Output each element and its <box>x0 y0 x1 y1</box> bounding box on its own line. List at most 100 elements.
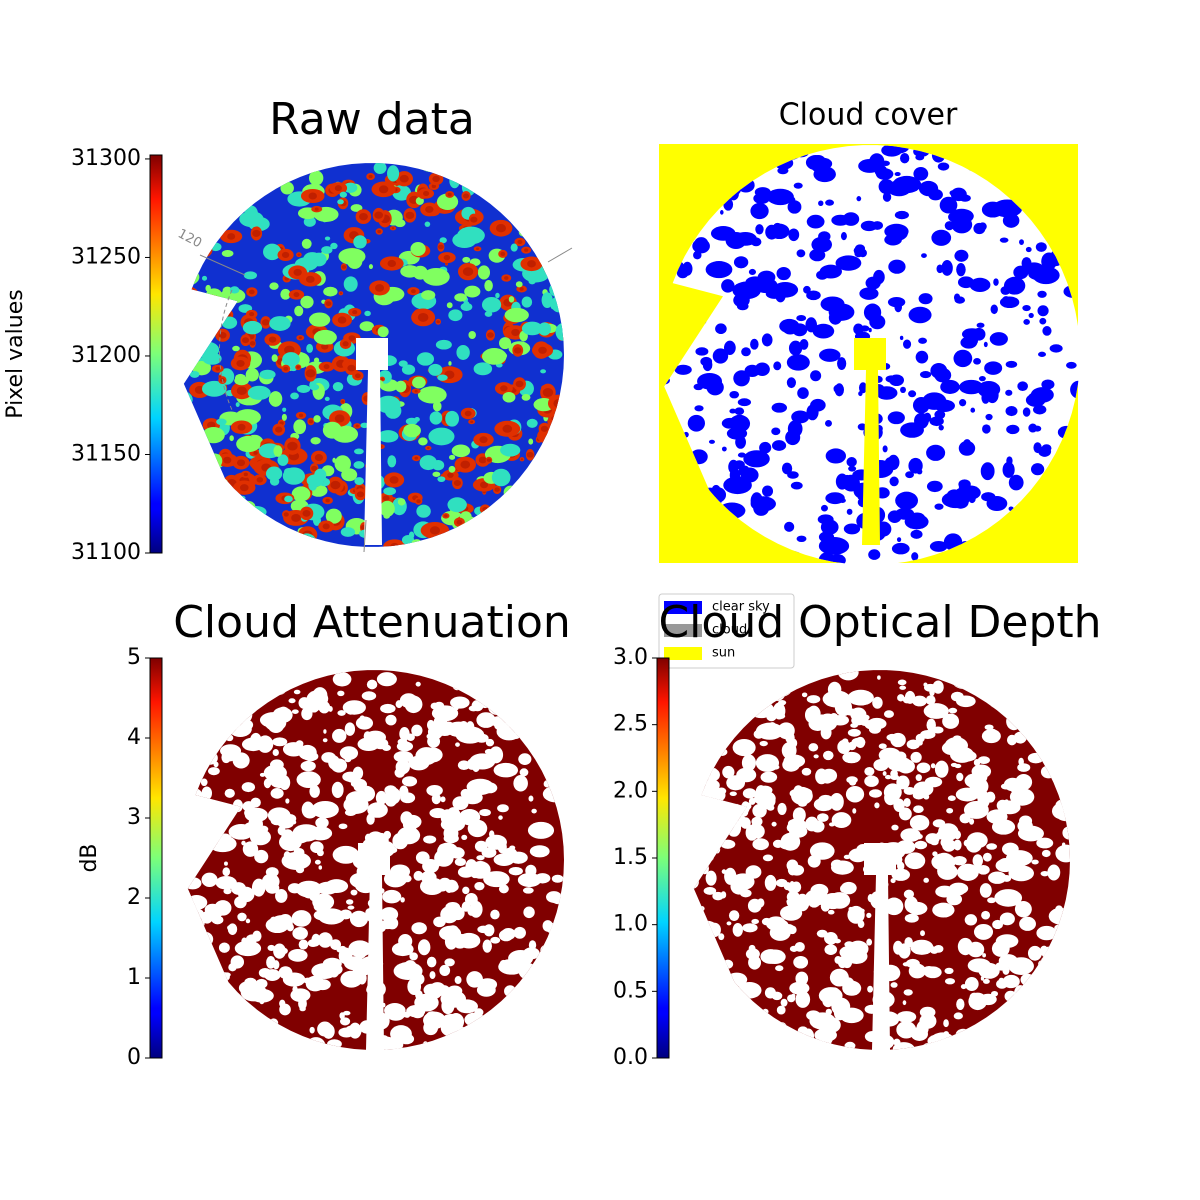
image-pixels <box>535 713 543 724</box>
image-pixels <box>1002 874 1012 882</box>
image-pixels <box>843 523 861 535</box>
image-pixels <box>840 231 847 241</box>
image-pixels <box>776 1005 786 1015</box>
image-pixels <box>921 1043 936 1050</box>
image-pixels <box>710 670 715 674</box>
image-pixels <box>551 693 561 703</box>
image-pixels <box>302 509 311 517</box>
image-pixels <box>387 455 397 468</box>
image-pixels <box>229 286 240 294</box>
image-pixels <box>539 250 546 256</box>
image-pixels <box>183 402 187 416</box>
image-pixels <box>504 985 517 997</box>
image-pixels <box>902 696 912 704</box>
image-pixels <box>824 944 838 955</box>
image-pixels <box>460 788 471 799</box>
image-pixels <box>261 873 280 890</box>
image-pixels <box>277 826 286 836</box>
image-pixels <box>755 785 767 799</box>
image-pixels <box>236 386 247 395</box>
image-pixels <box>193 460 202 467</box>
image-pixels <box>932 680 944 694</box>
image-pixels <box>183 539 186 543</box>
image-pixels <box>506 1011 521 1026</box>
image-pixels <box>338 1027 355 1038</box>
image-pixels <box>693 920 719 937</box>
image-pixels <box>476 983 496 997</box>
image-pixels <box>904 913 919 923</box>
image-pixels <box>531 808 537 814</box>
image-pixels <box>462 886 470 895</box>
image-pixels <box>1017 1017 1023 1022</box>
image-pixels <box>521 213 539 227</box>
image-pixels <box>242 841 259 857</box>
image-pixels <box>206 166 228 182</box>
image-pixels <box>185 461 190 466</box>
image-pixels <box>204 979 215 990</box>
image-pixels <box>942 839 956 852</box>
colorbar-tick-label: 0.0 <box>613 1045 648 1070</box>
image-pixels <box>884 897 904 916</box>
image-pixels <box>699 723 719 738</box>
image-pixels <box>217 511 222 515</box>
image-pixels <box>797 1026 809 1035</box>
image-pixels <box>910 751 922 763</box>
image-pixels <box>1006 424 1020 435</box>
image-pixels <box>944 967 954 975</box>
image-pixels <box>847 728 861 737</box>
image-pixels <box>297 533 317 547</box>
image-pixels <box>432 471 441 477</box>
image-pixels <box>234 1041 251 1050</box>
image-pixels <box>397 498 406 506</box>
image-pixels <box>196 686 205 697</box>
image-pixels <box>706 997 714 1009</box>
image-pixels <box>863 303 882 322</box>
image-pixels <box>919 371 932 379</box>
image-pixels <box>715 323 727 335</box>
image-pixels <box>930 763 936 769</box>
image-pixels <box>523 906 535 919</box>
image-pixels <box>786 1040 792 1045</box>
image-pixels <box>1023 318 1030 325</box>
image-pixels <box>795 971 809 986</box>
image-pixels <box>931 1032 954 1047</box>
image-pixels <box>352 778 367 791</box>
image-pixels <box>889 374 905 387</box>
image-pixels <box>1028 312 1034 319</box>
image-pixels <box>498 1014 504 1020</box>
image-pixels <box>455 802 462 810</box>
image-pixels <box>693 996 701 1014</box>
image-pixels <box>391 227 395 230</box>
image-pixels <box>959 399 967 407</box>
image-pixels <box>347 364 356 372</box>
image-pixels <box>493 853 515 866</box>
image-pixels <box>230 955 245 969</box>
image-pixels <box>202 352 222 365</box>
image-pixels <box>206 748 216 756</box>
image-pixels <box>798 1034 803 1040</box>
image-pixels <box>279 999 286 1008</box>
image-pixels <box>218 690 233 700</box>
image-pixels <box>309 383 320 391</box>
image-pixels <box>467 819 488 838</box>
image-pixels <box>549 186 564 197</box>
image-pixels <box>847 689 874 706</box>
image-pixels <box>998 800 1021 815</box>
image-pixels <box>985 791 996 803</box>
image-pixels <box>466 971 483 988</box>
image-pixels <box>504 514 511 519</box>
image-pixels <box>310 437 321 445</box>
image-pixels <box>343 182 358 193</box>
image-pixels <box>282 352 300 367</box>
image-pixels <box>848 465 857 472</box>
image-pixels <box>502 504 516 514</box>
image-pixels <box>352 766 364 780</box>
colorbar-tick-label: 0 <box>127 1045 141 1070</box>
image-pixels <box>810 398 826 412</box>
image-pixels <box>544 999 565 1017</box>
image-pixels <box>771 402 788 413</box>
image-pixels <box>481 347 507 365</box>
image-pixels <box>415 196 424 205</box>
image-pixels <box>240 706 253 723</box>
image-pixels <box>189 860 196 869</box>
